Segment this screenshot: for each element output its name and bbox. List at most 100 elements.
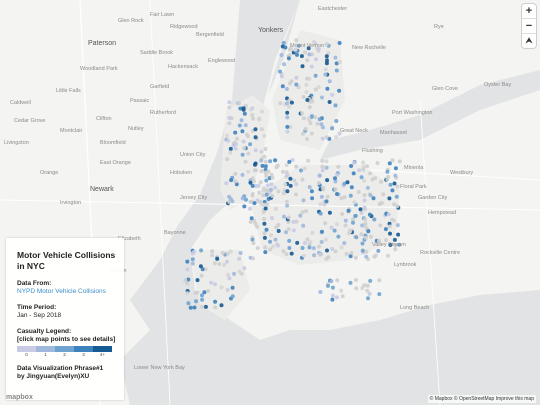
collision-point[interactable]: [367, 291, 372, 296]
collision-point[interactable]: [270, 175, 275, 180]
collision-point[interactable]: [203, 267, 208, 272]
collision-point[interactable]: [276, 222, 281, 227]
collision-point[interactable]: [316, 85, 321, 89]
attribution[interactable]: © Mapbox © OpenStreetMap Improve this ma…: [427, 395, 536, 403]
collision-point[interactable]: [227, 276, 232, 281]
collision-point[interactable]: [287, 238, 292, 243]
collision-point[interactable]: [242, 111, 247, 116]
collision-point[interactable]: [301, 253, 306, 258]
collision-point[interactable]: [376, 248, 381, 253]
collision-point[interactable]: [264, 173, 269, 178]
collision-point[interactable]: [200, 297, 205, 302]
collision-point[interactable]: [239, 118, 244, 123]
collision-point[interactable]: [192, 250, 197, 254]
collision-point[interactable]: [307, 52, 312, 57]
collision-point[interactable]: [318, 290, 323, 294]
collision-point[interactable]: [226, 272, 231, 277]
collision-point[interactable]: [301, 95, 306, 99]
collision-point[interactable]: [368, 278, 373, 283]
collision-point[interactable]: [390, 188, 395, 193]
collision-point[interactable]: [248, 220, 253, 224]
collision-point[interactable]: [275, 163, 280, 168]
collision-point[interactable]: [283, 45, 288, 50]
collision-point[interactable]: [248, 142, 253, 147]
collision-point[interactable]: [322, 202, 327, 207]
collision-point[interactable]: [320, 125, 325, 130]
collision-point[interactable]: [269, 187, 273, 192]
collision-point[interactable]: [396, 232, 401, 237]
collision-point[interactable]: [266, 169, 271, 174]
collision-point[interactable]: [249, 216, 254, 221]
collision-point[interactable]: [348, 193, 353, 198]
collision-point[interactable]: [213, 305, 218, 310]
collision-point[interactable]: [390, 158, 395, 163]
collision-point[interactable]: [273, 237, 278, 242]
collision-point[interactable]: [294, 82, 299, 87]
collision-point[interactable]: [373, 176, 378, 181]
collision-point[interactable]: [192, 305, 197, 310]
collision-point[interactable]: [288, 183, 293, 188]
collision-point[interactable]: [259, 169, 264, 173]
collision-point[interactable]: [286, 215, 291, 220]
collision-point[interactable]: [339, 196, 344, 201]
collision-point[interactable]: [385, 253, 390, 258]
collision-point[interactable]: [217, 262, 222, 266]
collision-point[interactable]: [337, 60, 342, 64]
collision-point[interactable]: [307, 105, 312, 110]
collision-point[interactable]: [289, 251, 294, 256]
collision-point[interactable]: [363, 217, 368, 222]
collision-point[interactable]: [290, 158, 295, 162]
collision-point[interactable]: [315, 121, 320, 126]
collision-point[interactable]: [385, 169, 390, 174]
collision-point[interactable]: [263, 245, 268, 250]
collision-point[interactable]: [186, 301, 191, 306]
collision-point[interactable]: [354, 235, 359, 240]
collision-point[interactable]: [186, 277, 191, 282]
collision-point[interactable]: [379, 201, 384, 205]
collision-point[interactable]: [215, 256, 220, 261]
collision-point[interactable]: [294, 164, 299, 169]
collision-point[interactable]: [194, 299, 198, 304]
collision-point[interactable]: [393, 247, 398, 252]
collision-point[interactable]: [237, 123, 242, 128]
collision-point[interactable]: [342, 195, 347, 200]
collision-point[interactable]: [291, 219, 296, 224]
collision-point[interactable]: [324, 159, 329, 164]
collision-point[interactable]: [210, 249, 215, 254]
collision-point[interactable]: [253, 221, 258, 226]
collision-point[interactable]: [246, 151, 251, 156]
collision-point[interactable]: [361, 164, 366, 169]
collision-point[interactable]: [330, 293, 335, 298]
collision-point[interactable]: [245, 132, 250, 137]
collision-point[interactable]: [329, 279, 334, 284]
collision-point[interactable]: [250, 113, 255, 117]
collision-point[interactable]: [227, 199, 232, 204]
collision-point[interactable]: [285, 124, 290, 129]
collision-point[interactable]: [264, 178, 269, 183]
collision-point[interactable]: [285, 189, 290, 194]
collision-point[interactable]: [262, 154, 267, 159]
collision-point[interactable]: [306, 46, 311, 51]
collision-point[interactable]: [304, 209, 309, 214]
collision-point[interactable]: [362, 198, 367, 203]
collision-point[interactable]: [333, 179, 338, 184]
collision-point[interactable]: [262, 221, 267, 226]
collision-point[interactable]: [324, 135, 329, 140]
collision-point[interactable]: [261, 188, 266, 193]
collision-point[interactable]: [377, 278, 382, 283]
collision-point[interactable]: [246, 169, 251, 174]
collision-point[interactable]: [219, 285, 224, 290]
collision-point[interactable]: [260, 163, 265, 168]
collision-point[interactable]: [324, 61, 329, 66]
collision-point[interactable]: [301, 131, 305, 136]
collision-point[interactable]: [336, 234, 341, 239]
collision-point[interactable]: [333, 103, 338, 108]
collision-point[interactable]: [200, 304, 205, 309]
collision-point[interactable]: [307, 245, 312, 250]
collision-point[interactable]: [253, 127, 258, 132]
collision-point[interactable]: [270, 194, 275, 198]
collision-point[interactable]: [365, 185, 370, 190]
collision-point[interactable]: [225, 157, 230, 162]
collision-point[interactable]: [287, 159, 292, 164]
collision-point[interactable]: [387, 161, 392, 166]
